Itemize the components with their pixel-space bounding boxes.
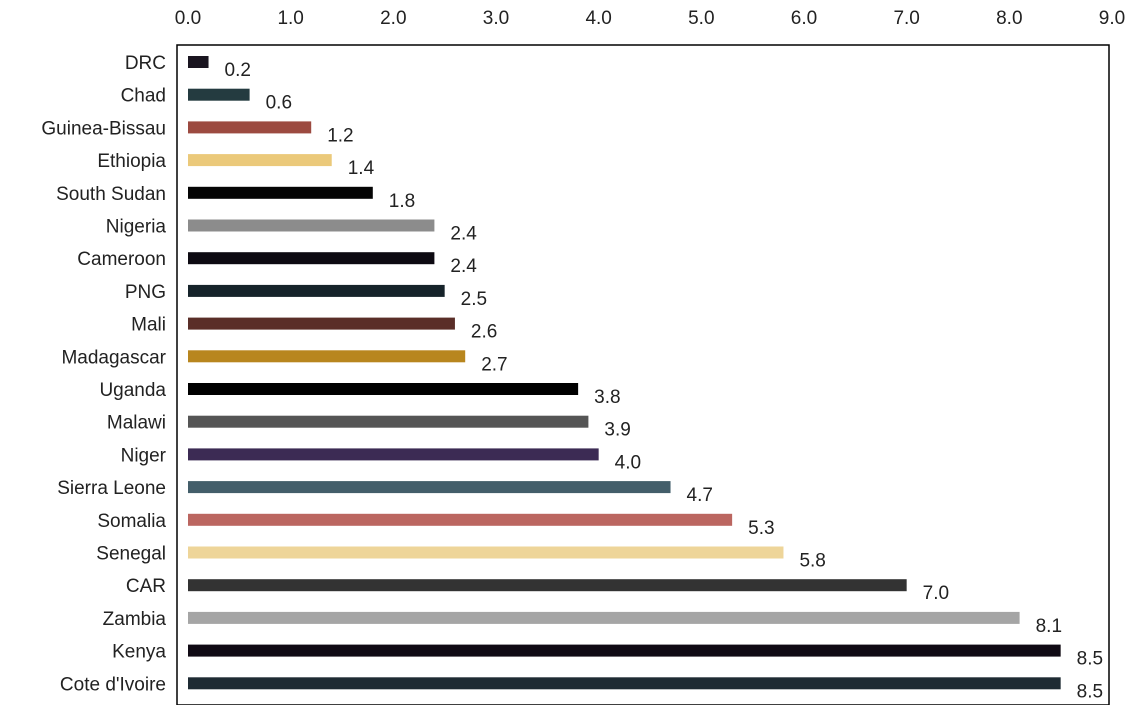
bar	[188, 644, 1061, 657]
x-axis-ticks: 0.0 1.0 2.0 3.0 4.0 5.0 6.0 7.0 8.0 9.0	[175, 8, 1125, 29]
bar	[188, 121, 312, 134]
data-label: 8.5	[1077, 681, 1103, 702]
bar	[188, 513, 733, 526]
category-label: PNG	[125, 282, 166, 303]
bar	[188, 350, 466, 363]
x-tick-label: 6.0	[791, 8, 817, 29]
data-label: 2.7	[481, 354, 507, 375]
data-label: 1.8	[389, 191, 415, 212]
data-label: 4.7	[687, 485, 713, 506]
bars	[188, 56, 1061, 690]
x-tick-label: 9.0	[1099, 8, 1125, 29]
data-label: 1.2	[327, 125, 353, 146]
x-tick-label: 5.0	[688, 8, 714, 29]
data-label: 5.3	[748, 518, 774, 539]
x-tick-label: 1.0	[277, 8, 303, 29]
data-label: 0.2	[225, 60, 251, 81]
data-label: 8.5	[1077, 649, 1103, 670]
data-label: 2.4	[450, 224, 477, 245]
category-label: Uganda	[99, 380, 166, 401]
data-label: 2.6	[471, 322, 497, 343]
data-label: 7.0	[923, 583, 949, 604]
data-label: 2.4	[450, 256, 477, 277]
bar	[188, 481, 671, 494]
category-label: Kenya	[112, 642, 166, 663]
data-label: 3.9	[604, 420, 630, 441]
data-label: 0.6	[266, 93, 292, 114]
bar	[188, 611, 1020, 624]
category-label: Malawi	[107, 413, 166, 434]
category-label: Nigeria	[106, 217, 167, 238]
data-label: 3.8	[594, 387, 620, 408]
category-label: Niger	[121, 445, 167, 466]
x-tick-label: 4.0	[585, 8, 611, 29]
value-labels: 0.2 0.6 1.2 1.4 1.8 2.4 2.4 2.5 2.6 2.7 3.8 3.9 4.0 4…	[225, 60, 1104, 702]
bar	[188, 448, 599, 461]
bar	[188, 88, 250, 101]
category-label: Chad	[121, 86, 166, 107]
category-labels: DRC Chad Guinea-Bissau Ethiopia South Sudan N…	[41, 53, 166, 695]
bar	[188, 56, 209, 68]
category-label: Zambia	[103, 609, 167, 630]
category-label: Cote d'Ivoire	[60, 674, 166, 695]
category-label: Mali	[131, 315, 166, 336]
data-label: 4.0	[615, 452, 641, 473]
bar	[188, 383, 579, 395]
category-label: Cameroon	[77, 249, 166, 270]
bar	[188, 154, 332, 167]
bar	[188, 186, 373, 199]
bar	[188, 219, 435, 232]
category-label: DRC	[125, 53, 166, 74]
x-tick-label: 0.0	[175, 8, 201, 29]
category-label: Senegal	[96, 544, 166, 565]
bar	[188, 415, 589, 428]
bar	[188, 677, 1061, 690]
category-label: South Sudan	[56, 184, 166, 205]
x-tick-label: 3.0	[483, 8, 509, 29]
plot-area-frame	[176, 44, 1110, 705]
x-tick-label: 2.0	[380, 8, 406, 29]
category-label: Somalia	[97, 511, 166, 532]
data-label: 8.1	[1036, 616, 1062, 637]
data-label: 2.5	[461, 289, 487, 310]
bar	[188, 284, 445, 297]
bar	[188, 317, 455, 330]
category-label: Madagascar	[61, 347, 166, 368]
data-label: 5.8	[799, 551, 825, 572]
category-label: Sierra Leone	[57, 478, 166, 499]
bar	[188, 546, 784, 559]
category-label: CAR	[126, 576, 166, 597]
x-tick-label: 7.0	[893, 8, 919, 29]
data-label: 1.4	[348, 158, 375, 179]
bar	[188, 252, 435, 265]
x-tick-label: 8.0	[996, 8, 1022, 29]
category-label: Guinea-Bissau	[41, 118, 166, 139]
bar	[188, 579, 907, 592]
category-label: Ethiopia	[97, 151, 166, 172]
